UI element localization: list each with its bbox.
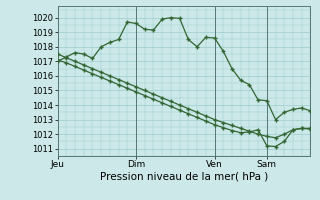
X-axis label: Pression niveau de la mer( hPa ): Pression niveau de la mer( hPa ): [100, 172, 268, 182]
